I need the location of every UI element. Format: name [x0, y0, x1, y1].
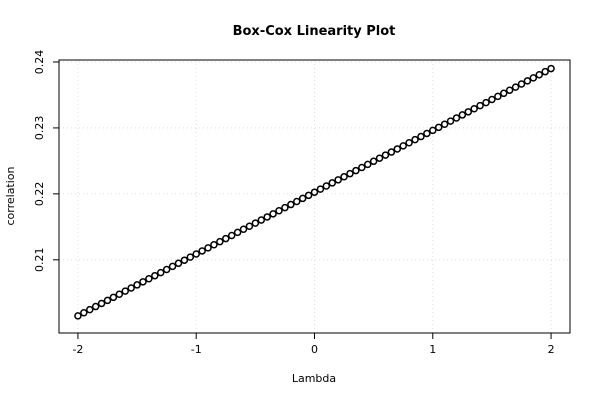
point [476, 101, 484, 110]
point [511, 83, 520, 91]
y-axis-label: correlation [4, 166, 17, 225]
point [334, 176, 342, 184]
point [529, 74, 538, 82]
point [287, 200, 295, 209]
point [458, 111, 467, 119]
point [121, 287, 129, 295]
point [363, 160, 372, 169]
point [375, 154, 384, 162]
point [162, 265, 171, 274]
point [91, 302, 100, 311]
point [174, 259, 183, 268]
point [198, 247, 206, 255]
point [263, 213, 271, 221]
point [310, 188, 319, 196]
point [227, 231, 236, 240]
point [494, 92, 502, 101]
point [204, 244, 212, 252]
point [488, 95, 496, 104]
point [387, 148, 396, 156]
point [281, 203, 289, 212]
point [505, 86, 514, 94]
y-tick-label: 0.22 [33, 182, 46, 207]
x-tick-label: -1 [191, 343, 202, 356]
point [328, 179, 336, 187]
y-tick-label: 0.24 [33, 50, 46, 74]
point [440, 120, 449, 128]
x-tick-label: 0 [311, 343, 318, 356]
point [192, 250, 200, 258]
point [80, 309, 88, 317]
point [86, 305, 94, 314]
point [180, 256, 189, 264]
point [216, 237, 224, 246]
point [423, 129, 431, 138]
point [115, 290, 124, 298]
point [381, 151, 390, 159]
point [452, 114, 461, 122]
point [109, 293, 118, 302]
point [222, 234, 230, 243]
point [210, 241, 218, 249]
point [500, 89, 508, 98]
point [233, 228, 242, 237]
point [257, 216, 266, 224]
point [316, 185, 325, 193]
point [369, 157, 378, 166]
point [304, 191, 313, 200]
point [127, 284, 135, 292]
point [151, 271, 159, 280]
y-tick-label: 0.23 [33, 116, 46, 141]
x-tick-label: 1 [429, 343, 436, 356]
point [186, 253, 195, 261]
point [139, 278, 147, 286]
point [269, 210, 277, 218]
point [405, 139, 413, 147]
point [97, 299, 106, 308]
point [168, 262, 177, 271]
point [393, 145, 402, 153]
point [245, 222, 254, 230]
point [482, 98, 490, 107]
point [239, 225, 248, 234]
point [133, 281, 141, 289]
point [103, 296, 112, 305]
chart-title: Box-Cox Linearity Plot [233, 24, 396, 39]
x-axis-label: Lambda [292, 372, 336, 385]
point [145, 274, 153, 283]
point [541, 67, 549, 76]
point [446, 117, 455, 125]
point [156, 268, 165, 277]
plot-frame [58, 59, 571, 334]
x-tick-label: 2 [548, 343, 555, 356]
point [547, 64, 555, 73]
point [346, 169, 354, 178]
point [464, 108, 473, 116]
point [399, 142, 407, 150]
point [340, 173, 348, 181]
point [293, 197, 301, 206]
point [535, 71, 543, 79]
point [411, 135, 419, 144]
point [417, 132, 425, 141]
point [358, 163, 366, 172]
point [74, 312, 82, 320]
point [352, 166, 360, 175]
point [251, 219, 260, 227]
point [523, 77, 532, 85]
point [275, 206, 283, 215]
point [298, 194, 307, 203]
point [322, 182, 331, 190]
point [470, 104, 478, 113]
point [517, 80, 526, 88]
x-tick-label: -2 [72, 343, 83, 356]
point [429, 126, 437, 135]
point [434, 123, 443, 132]
y-tick-label: 0.21 [33, 248, 46, 273]
